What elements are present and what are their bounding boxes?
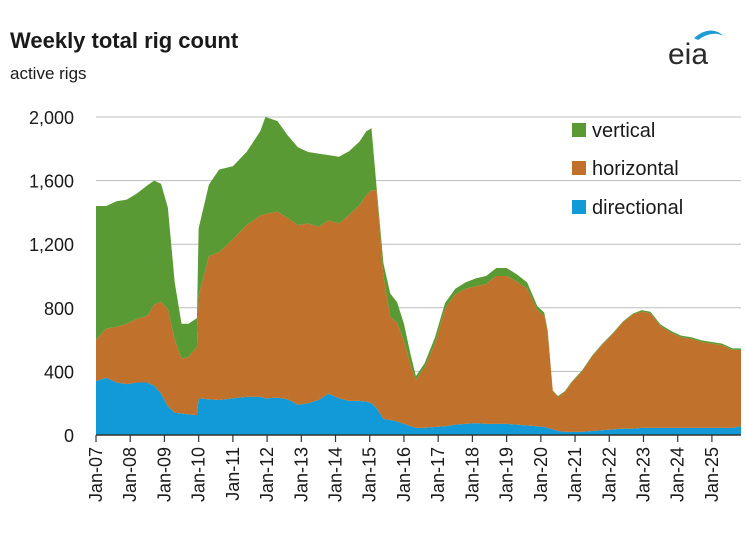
y-tick-label: 400 (44, 362, 74, 382)
x-tick-label: Jan-12 (257, 447, 277, 502)
x-tick-label: Jan-10 (189, 447, 209, 502)
x-tick-label: Jan-21 (565, 447, 585, 502)
x-tick-label: Jan-14 (326, 447, 346, 502)
y-tick-label: 1,200 (29, 235, 74, 255)
chart-subtitle: active rigs (10, 64, 87, 83)
stacked-areas (96, 117, 741, 435)
x-tick-label: Jan-25 (702, 447, 722, 502)
x-tick-label: Jan-15 (360, 447, 380, 502)
x-tick-label: Jan-07 (86, 447, 106, 502)
x-tick-label: Jan-24 (668, 447, 688, 502)
x-tick-label: Jan-17 (428, 447, 448, 502)
y-tick-label: 800 (44, 299, 74, 319)
x-tick-label: Jan-18 (462, 447, 482, 502)
y-tick-label: 0 (64, 426, 74, 446)
legend-label-directional: directional (592, 197, 683, 219)
legend: vertical horizontal directional (572, 120, 683, 219)
logo-text: eia (668, 38, 708, 70)
x-tick-label: Jan-11 (223, 447, 243, 501)
area-vertical (96, 117, 741, 397)
legend-label-vertical: vertical (592, 120, 655, 142)
legend-label-horizontal: horizontal (592, 158, 679, 180)
chart-title: Weekly total rig count (10, 28, 239, 53)
axes: 0 400 800 1,200 1,600 2,000 Jan-07 Jan-08 Jan-09… (29, 108, 741, 502)
x-tick-label: Jan-22 (599, 447, 619, 502)
x-tick-label: Jan-19 (497, 447, 517, 502)
y-tick-label: 2,000 (29, 108, 74, 128)
area-horizontal (96, 190, 741, 432)
legend-swatch-directional (572, 200, 586, 214)
x-tick-label: Jan-08 (120, 447, 140, 502)
legend-swatch-vertical (572, 123, 586, 137)
area-directional (96, 377, 741, 435)
y-tick-label: 1,600 (29, 172, 74, 192)
logo-swoosh-icon (694, 30, 724, 40)
x-tick-label: Jan-13 (291, 447, 311, 502)
x-tick-label: Jan-09 (154, 447, 174, 502)
legend-swatch-horizontal (572, 161, 586, 175)
x-tick-label: Jan-23 (633, 447, 653, 502)
x-tick-label: Jan-20 (531, 447, 551, 502)
eia-logo: eia (668, 30, 724, 70)
x-tick-label: Jan-16 (394, 447, 414, 502)
